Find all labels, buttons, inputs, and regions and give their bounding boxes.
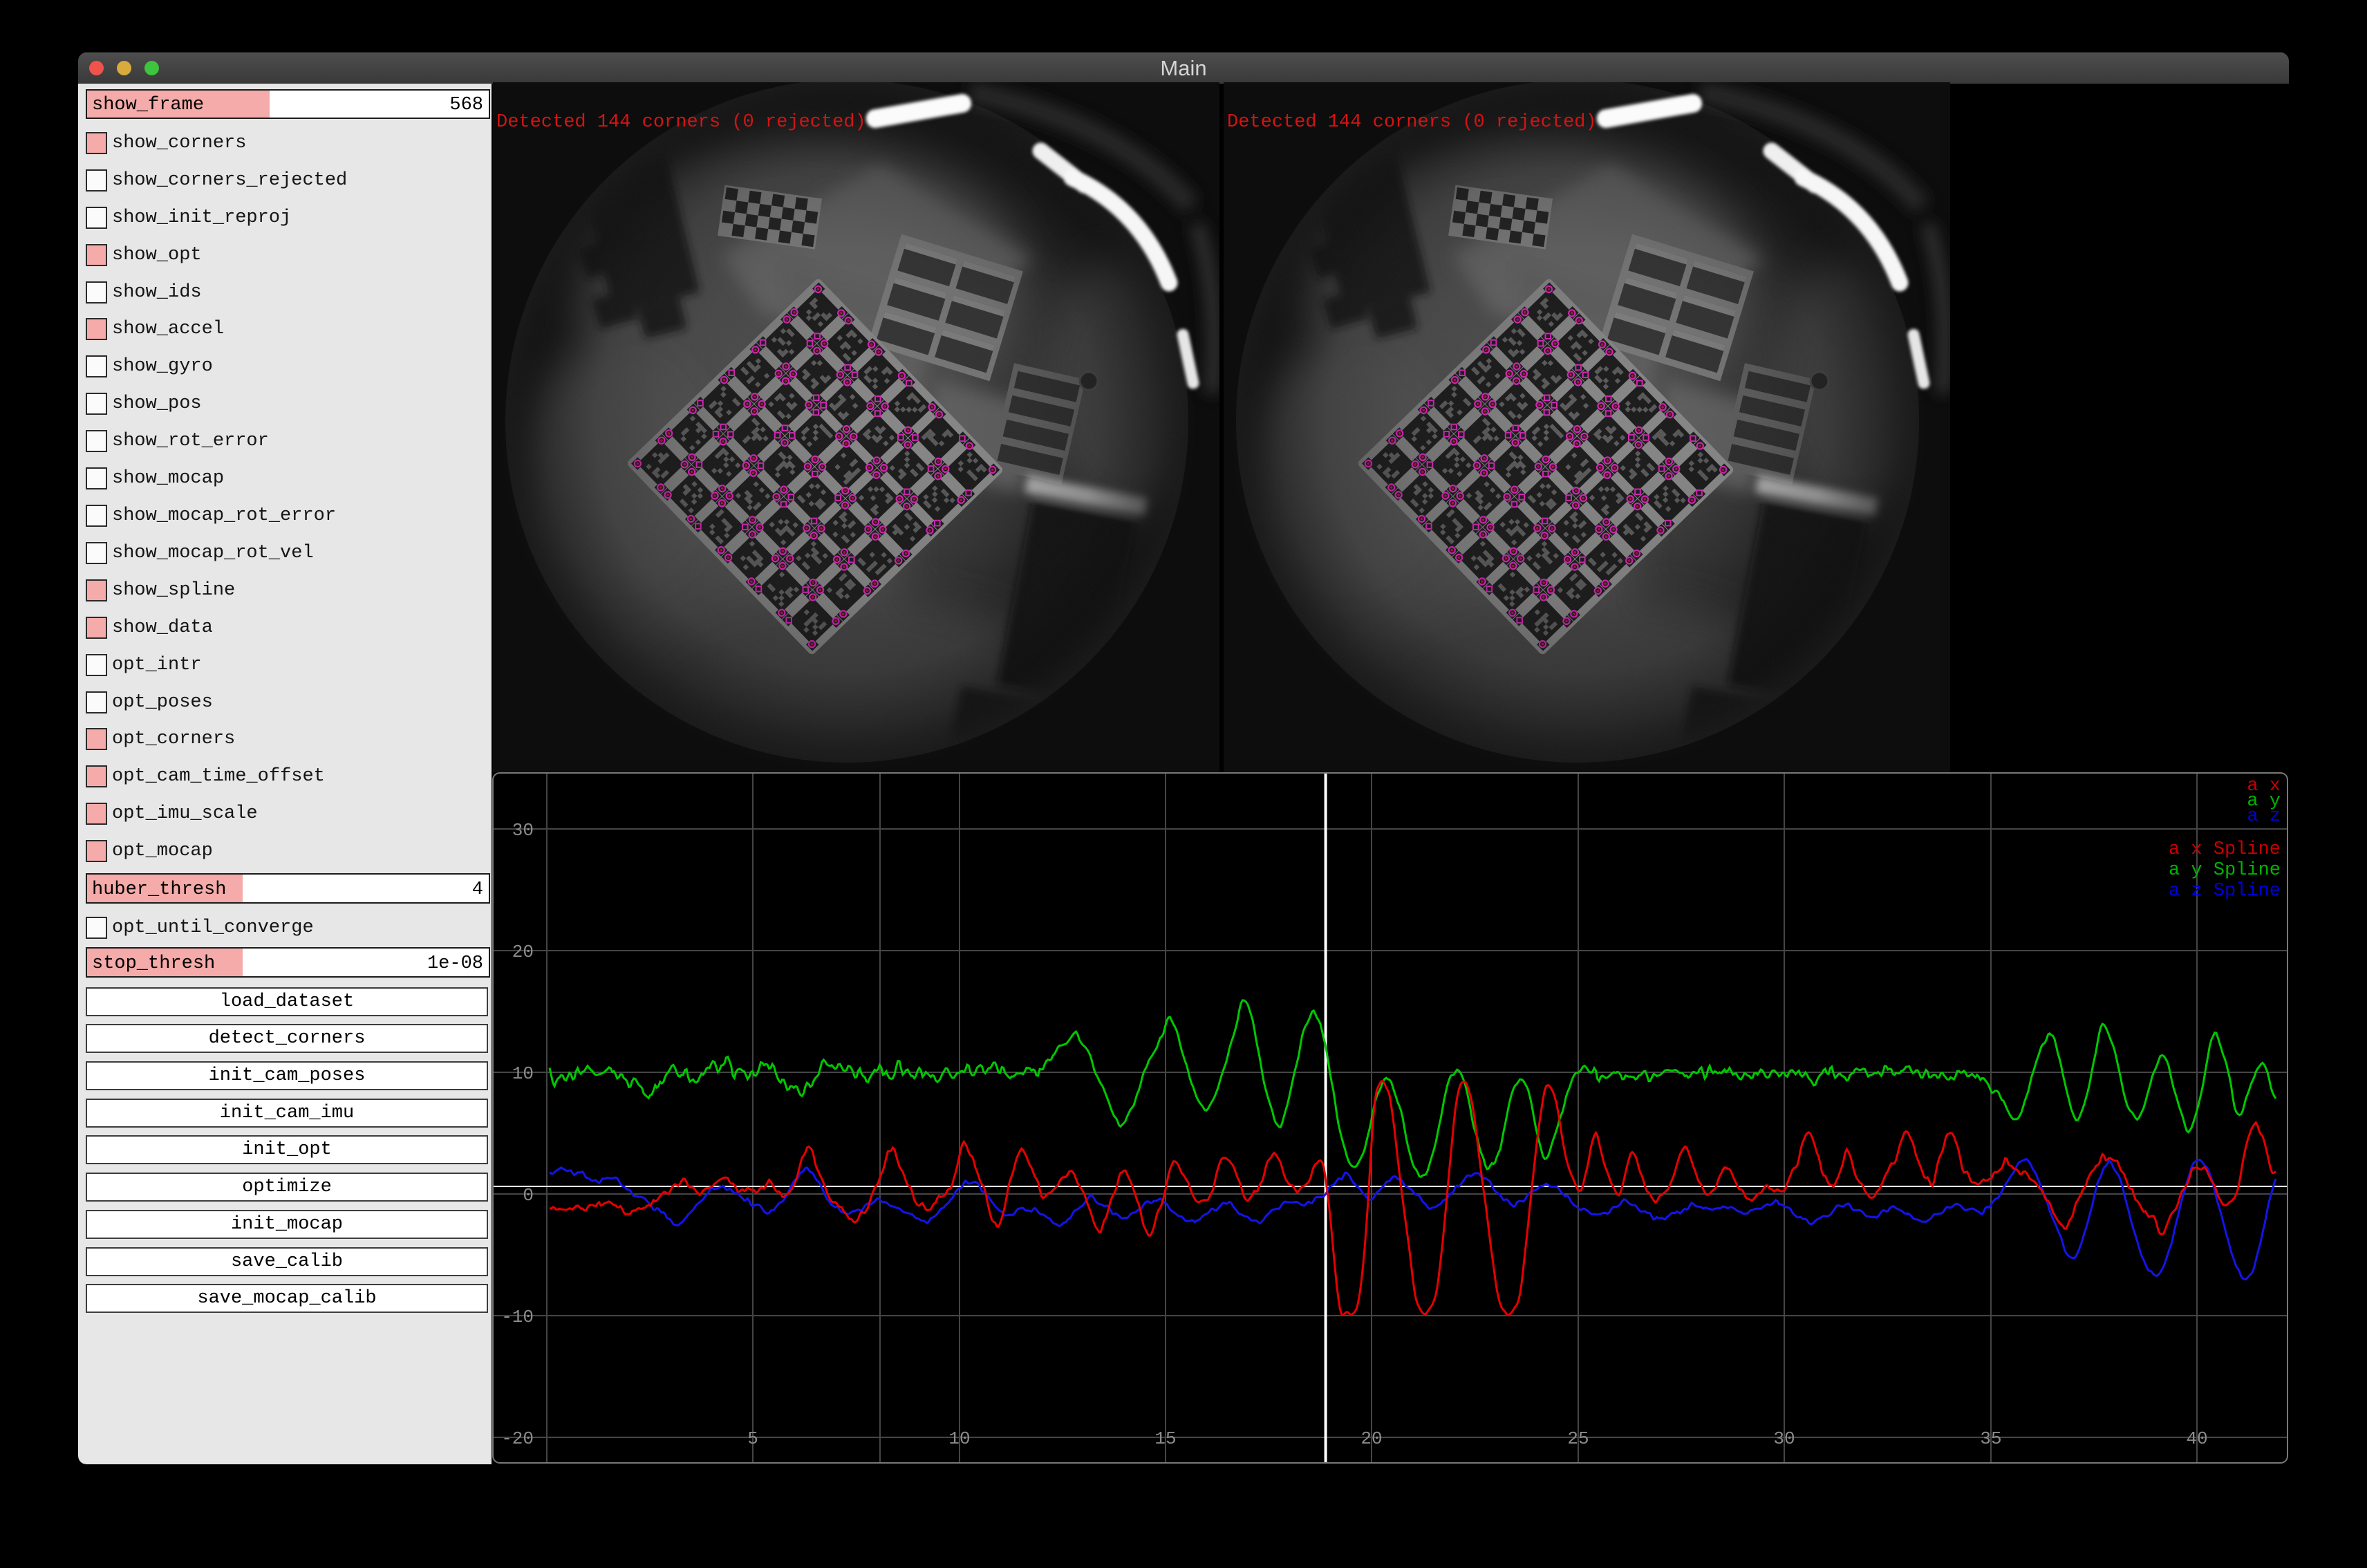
svg-text:20: 20 xyxy=(512,942,534,962)
svg-text:a z Spline: a z Spline xyxy=(2169,881,2281,902)
svg-text:0: 0 xyxy=(523,1185,534,1206)
svg-text:10: 10 xyxy=(512,1063,534,1084)
svg-text:a x Spline: a x Spline xyxy=(2169,839,2281,860)
svg-text:Detected 144 corners (0 reject: Detected 144 corners (0 rejected) xyxy=(496,112,866,133)
svg-text:a x: a x xyxy=(2247,776,2281,796)
svg-text:-10: -10 xyxy=(501,1307,534,1327)
svg-text:25: 25 xyxy=(1567,1428,1589,1449)
svg-text:30: 30 xyxy=(1773,1428,1795,1449)
svg-text:30: 30 xyxy=(512,820,534,841)
svg-text:-20: -20 xyxy=(501,1428,534,1449)
svg-text:a z: a z xyxy=(2247,806,2281,827)
svg-text:20: 20 xyxy=(1360,1428,1382,1449)
svg-text:a y: a y xyxy=(2247,791,2281,812)
svg-text:15: 15 xyxy=(1154,1428,1176,1449)
svg-text:35: 35 xyxy=(1980,1428,2001,1449)
svg-text:10: 10 xyxy=(948,1428,970,1449)
svg-text:a y Spline: a y Spline xyxy=(2169,860,2281,881)
svg-text:40: 40 xyxy=(2186,1428,2207,1449)
svg-text:5: 5 xyxy=(747,1428,758,1449)
